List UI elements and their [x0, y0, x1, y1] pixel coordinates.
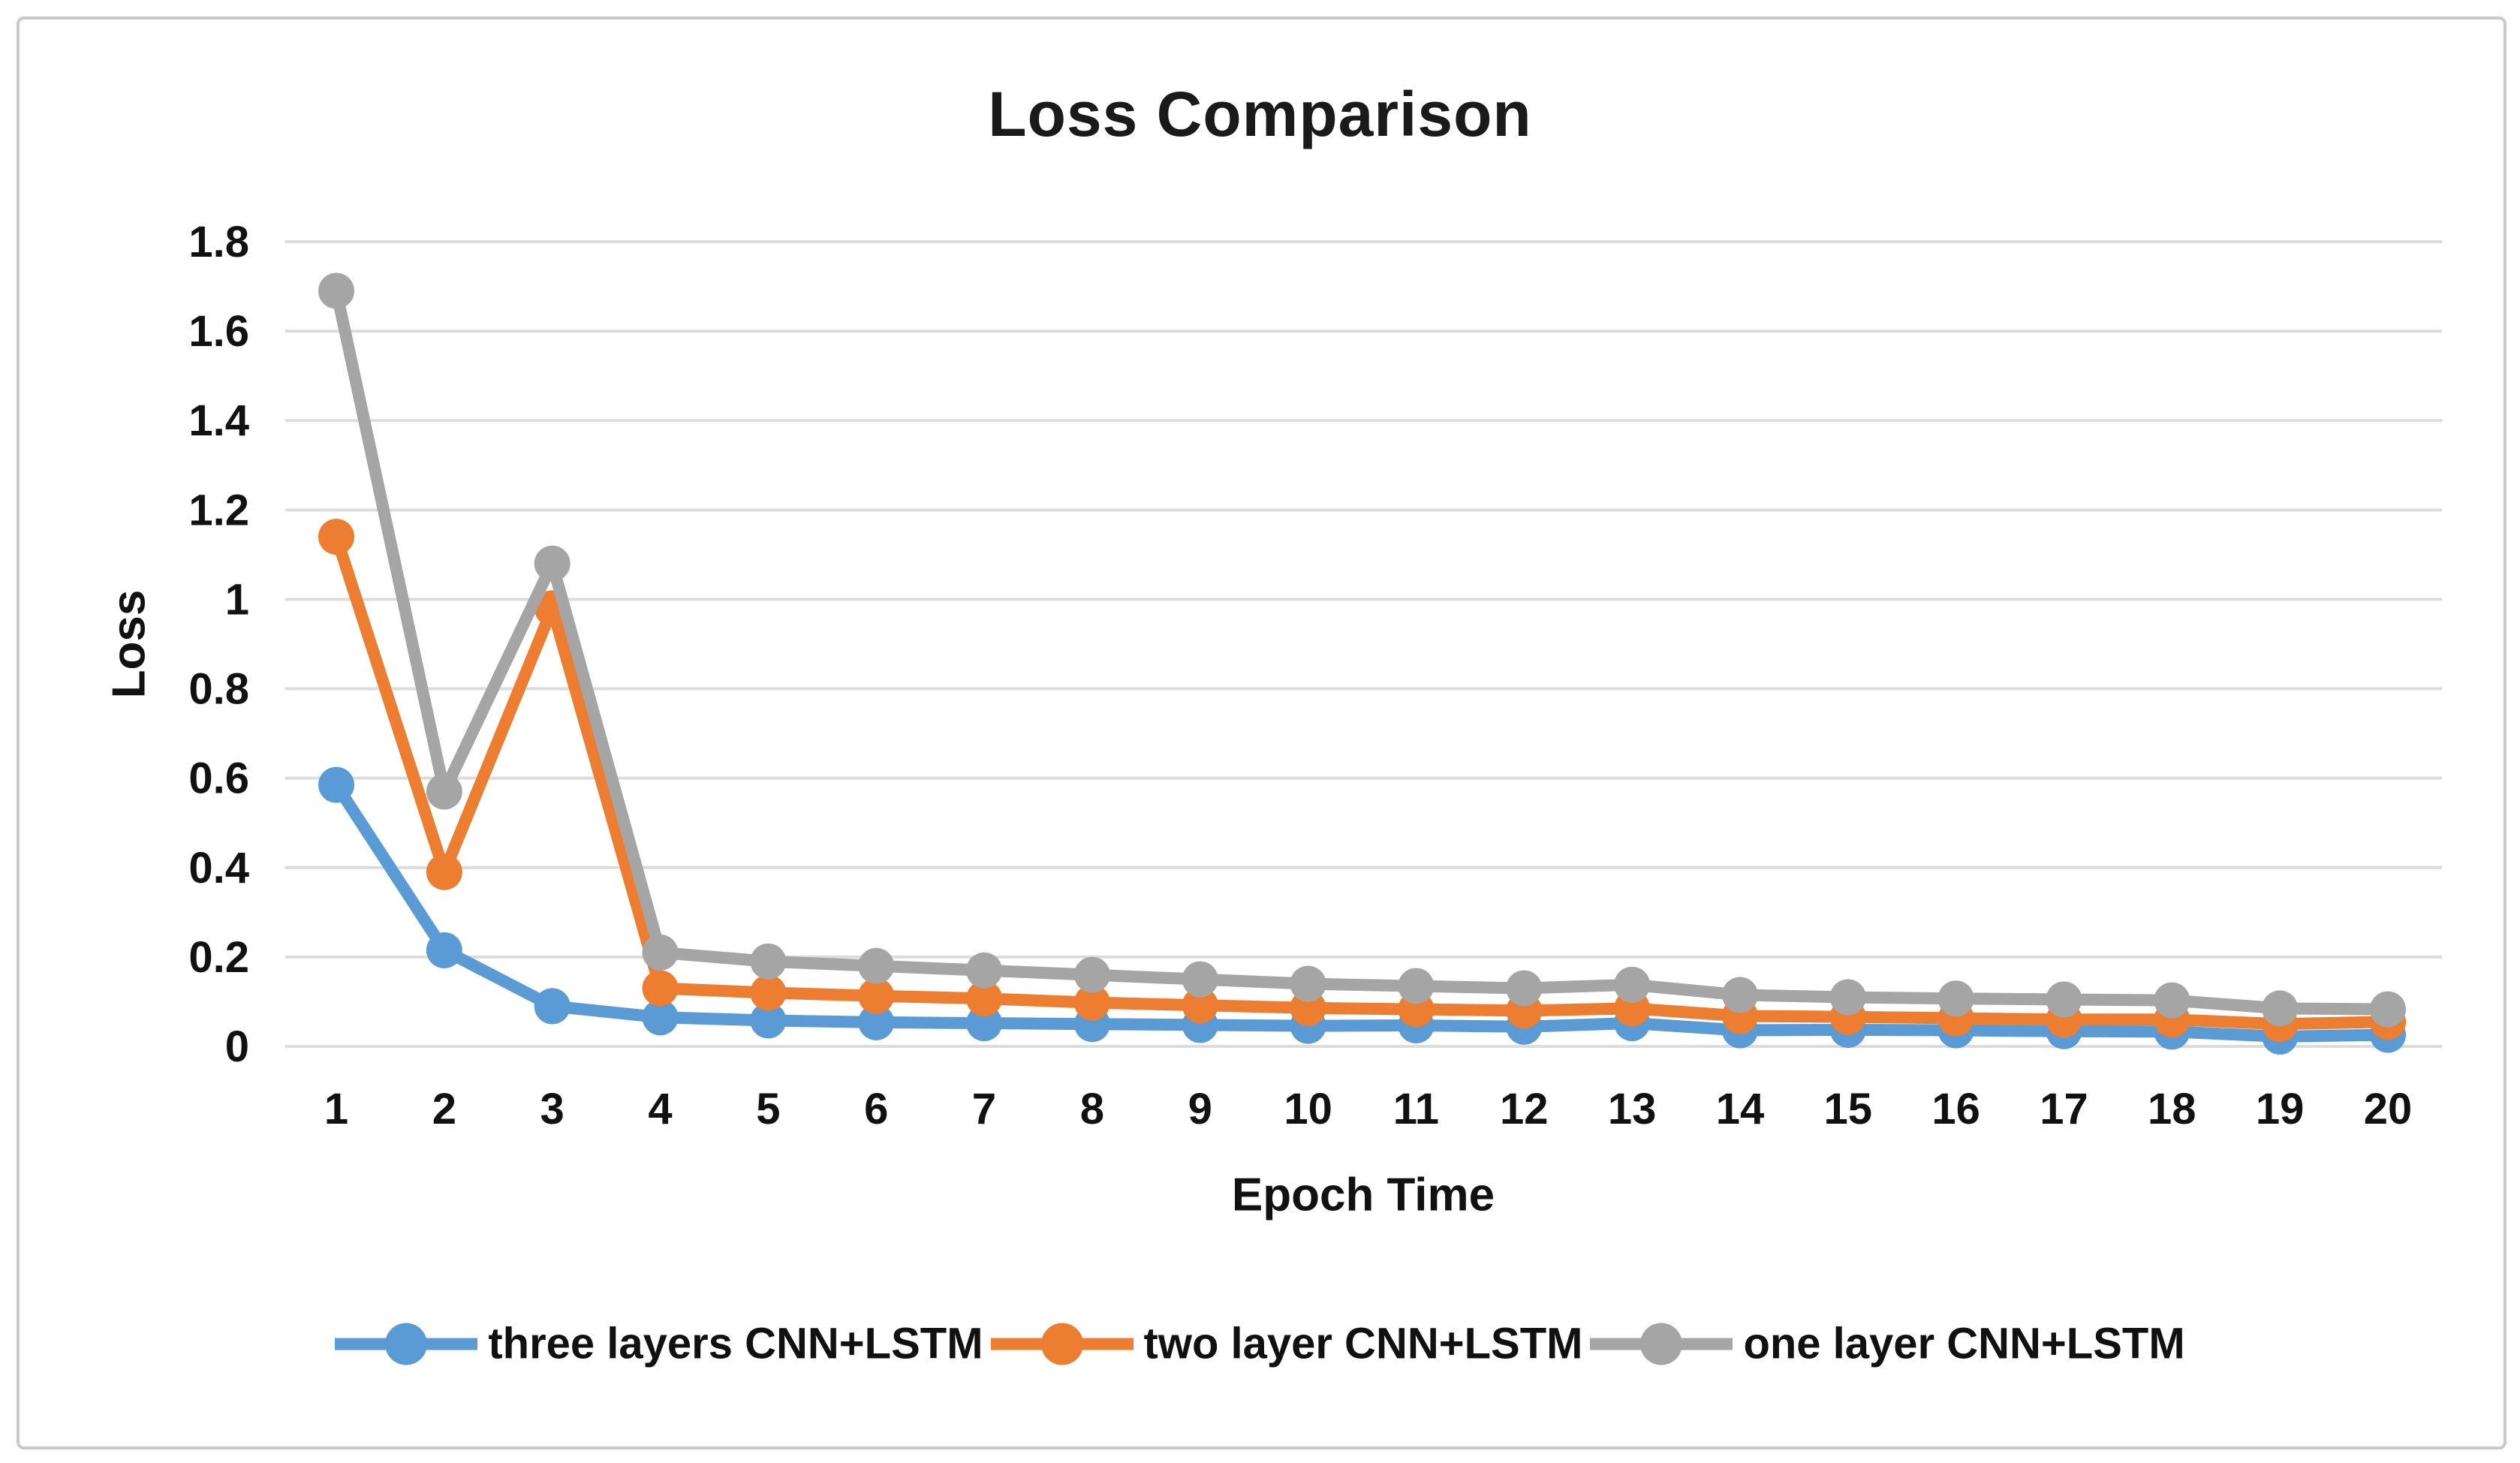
legend-key-dot: [385, 1323, 428, 1365]
chart-title: Loss Comparison: [988, 79, 1532, 149]
x-tick-label: 19: [2256, 1085, 2305, 1133]
series-marker-2: [1290, 965, 1326, 1002]
x-tick-label: 8: [1080, 1085, 1104, 1133]
x-tick-label: 2: [432, 1085, 456, 1133]
series-marker-2: [1398, 968, 1435, 1004]
series-marker-1: [750, 974, 787, 1011]
legend-label: three layers CNN+LSTM: [488, 1319, 983, 1368]
series-line-2: [330, 284, 2394, 1016]
x-tick-label: 11: [1393, 1085, 1439, 1133]
legend-item-0: three layers CNN+LSTM: [335, 1319, 983, 1369]
y-tick-label: 1.6: [188, 307, 249, 356]
series-marker-2: [1937, 980, 1974, 1017]
series-marker-2: [534, 545, 571, 582]
y-tick-label: 0.4: [188, 844, 249, 893]
x-tick-label: 16: [1931, 1085, 1980, 1133]
legend-key-icon: [990, 1321, 1134, 1366]
series-marker-2: [858, 947, 895, 984]
legend-item-2: one layer CNN+LSTM: [1590, 1319, 2185, 1369]
series-marker-2: [426, 773, 462, 810]
series-marker-2: [1721, 977, 1758, 1013]
x-axis-title: Epoch Time: [1231, 1169, 1495, 1221]
y-tick-label: 1.2: [188, 486, 249, 534]
legend-key-dot: [1040, 1323, 1083, 1365]
x-tick-label: 20: [2364, 1085, 2413, 1133]
series-marker-2: [1506, 970, 1543, 1007]
legend-key-dot: [1640, 1323, 1683, 1365]
series-marker-2: [750, 943, 787, 980]
y-tick-label: 0: [225, 1022, 249, 1071]
series-marker-2: [2262, 990, 2299, 1027]
y-tick-label: 1.4: [188, 396, 249, 445]
series-marker-1: [1182, 987, 1218, 1024]
series-marker-1: [1073, 984, 1110, 1021]
legend-key-icon: [1590, 1321, 1733, 1366]
x-tick-label: 1: [324, 1085, 348, 1133]
legend-key-icon: [335, 1321, 478, 1366]
series-marker-2: [318, 272, 354, 309]
series-marker-2: [1829, 979, 1866, 1016]
legend-item-1: two layer CNN+LSTM: [990, 1319, 1583, 1369]
x-tick-label: 15: [1824, 1085, 1873, 1133]
x-tick-label: 7: [972, 1085, 996, 1133]
y-tick-label: 1: [225, 575, 249, 624]
legend-label: one layer CNN+LSTM: [1743, 1319, 2185, 1368]
y-tick-label: 0.2: [188, 933, 249, 982]
series-marker-1: [426, 853, 462, 890]
series-marker-0: [534, 988, 571, 1025]
y-tick-label: 1.8: [188, 218, 249, 266]
x-tick-label: 9: [1188, 1085, 1212, 1133]
legend-label: two layer CNN+LSTM: [1143, 1319, 1583, 1368]
series-marker-1: [966, 980, 1003, 1017]
legend: three layers CNN+LSTM two layer CNN+LSTM o…: [0, 1319, 2520, 1369]
series-marker-2: [2370, 991, 2406, 1028]
series-marker-2: [642, 934, 679, 971]
x-tick-label: 4: [648, 1085, 672, 1133]
x-tick-label: 14: [1716, 1085, 1765, 1133]
x-tick-label: 3: [540, 1085, 565, 1133]
series-marker-2: [966, 952, 1003, 989]
x-tick-label: 5: [756, 1085, 780, 1133]
y-tick-label: 0.8: [188, 665, 249, 714]
series-marker-0: [426, 932, 462, 968]
series-marker-2: [2154, 982, 2190, 1019]
series-marker-0: [858, 1004, 895, 1040]
series-marker-1: [318, 519, 354, 555]
series-marker-2: [1614, 966, 1651, 1003]
series-marker-2: [2046, 981, 2082, 1018]
x-tick-label: 18: [2148, 1085, 2196, 1133]
x-tick-label: 13: [1608, 1085, 1657, 1133]
series-marker-2: [1073, 956, 1110, 993]
y-tick-label: 0.6: [188, 754, 249, 803]
series-marker-1: [858, 977, 895, 1014]
series-marker-0: [642, 999, 679, 1036]
x-tick-label: 12: [1500, 1085, 1549, 1133]
series-marker-0: [318, 766, 354, 803]
x-tick-label: 17: [2040, 1085, 2088, 1133]
x-tick-label: 10: [1284, 1085, 1332, 1133]
series-marker-2: [1182, 961, 1218, 998]
series-marker-0: [750, 1002, 787, 1039]
series-marker-1: [642, 970, 679, 1007]
x-tick-label: 6: [864, 1085, 888, 1133]
